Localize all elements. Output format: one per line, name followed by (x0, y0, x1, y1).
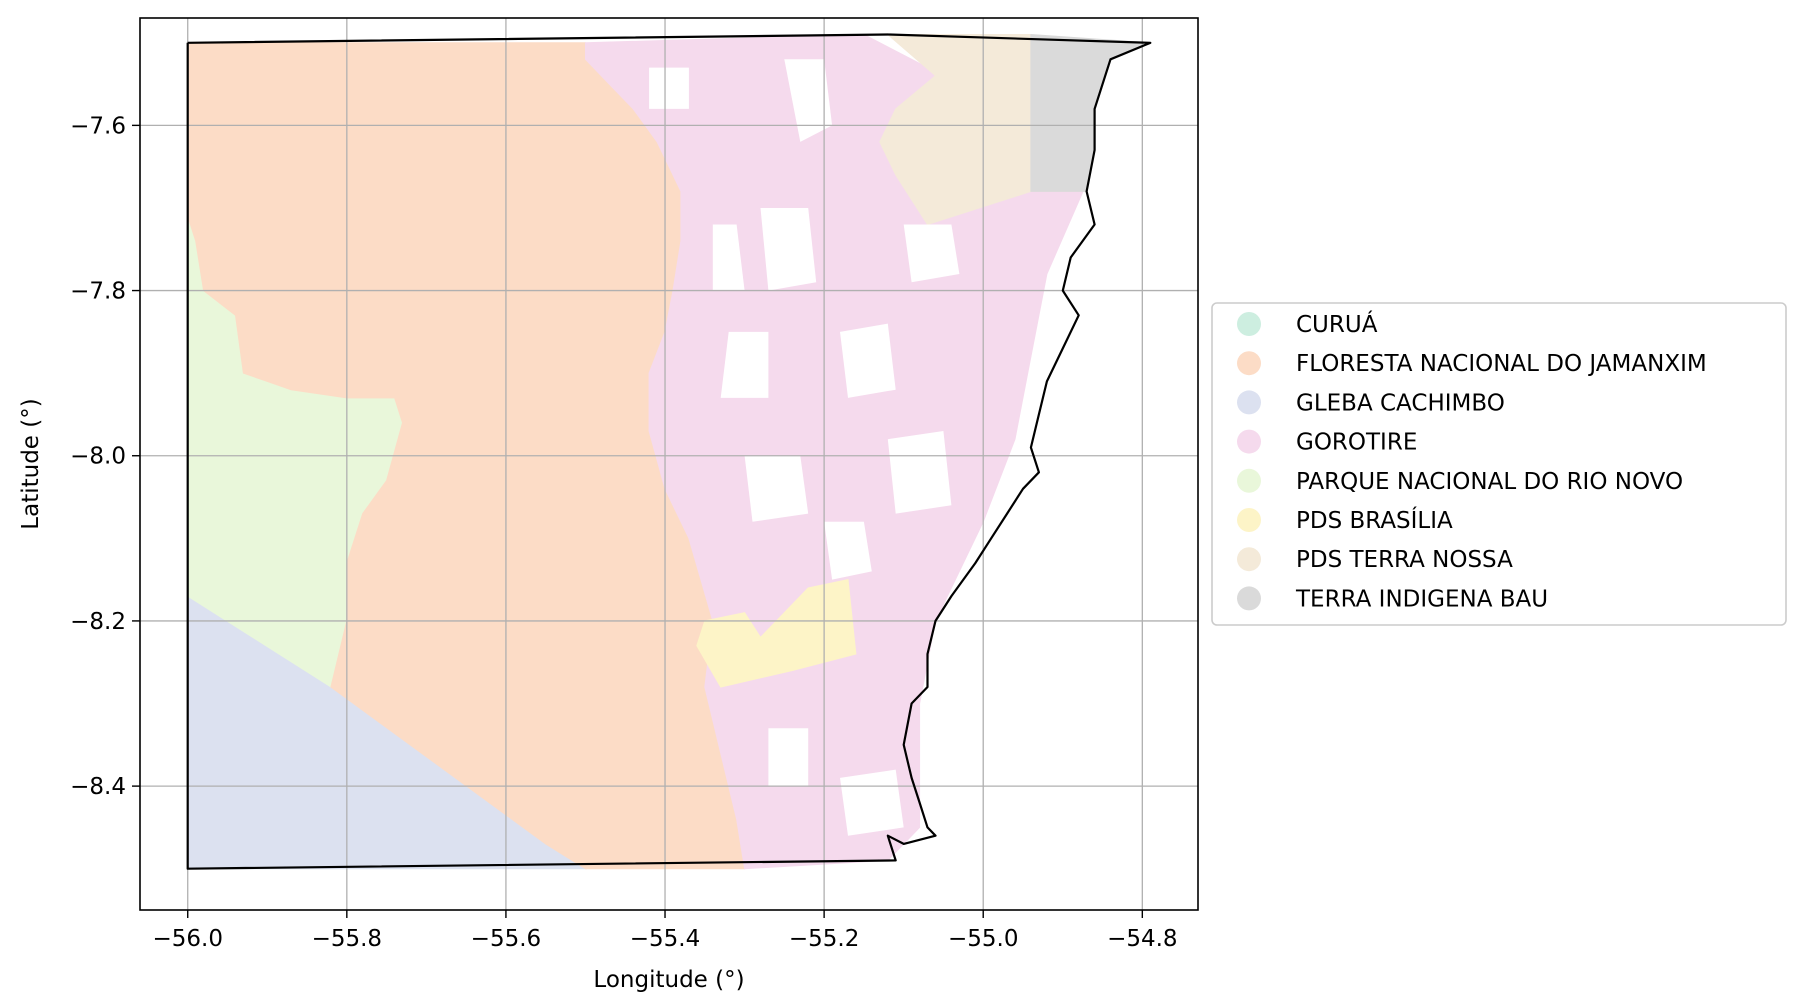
x-tick-label: −55.0 (948, 926, 1018, 952)
legend-label-curua: CURUÁ (1296, 310, 1378, 338)
legend-marker-terra-indigena-bau (1237, 586, 1261, 611)
x-tick-label: −55.8 (312, 926, 382, 952)
unclassified-patch (760, 208, 817, 291)
x-tick-label: −55.4 (630, 926, 700, 952)
legend-marker-gleba-cachimbo (1237, 390, 1261, 415)
legend-marker-gorotire (1237, 429, 1261, 454)
legend-marker-curua (1237, 312, 1261, 336)
unclassified-patch (887, 431, 952, 514)
grid-lines (140, 18, 1198, 910)
unclassified-patch (824, 521, 872, 580)
y-axis-title: Latitude (°) (18, 398, 44, 529)
y-tick-label: −8.0 (70, 444, 126, 470)
x-tick-label: −55.6 (471, 926, 541, 952)
unclassified-patch (840, 769, 904, 836)
legend-marker-pds-terra-nossa (1237, 547, 1261, 572)
legend-marker-pds-brasilia (1237, 508, 1261, 532)
unclassified-patch (649, 67, 689, 109)
y-tick-label: −7.8 (70, 279, 126, 305)
y-tick-label: −8.2 (70, 609, 126, 635)
legend-box (1211, 302, 1787, 626)
x-tick-label: −54.8 (1107, 926, 1177, 952)
legend-marker-floresta-nacional-do-jamanxim (1237, 351, 1261, 376)
y-axis-ticks: −7.6 −7.8 −8.0 −8.2 −8.4 (70, 113, 140, 800)
map-regions (187, 33, 1151, 870)
x-axis-ticks: −56.0 −55.8 −55.6 −55.4 −55.2 −55.0 −54.8 (152, 910, 1178, 952)
legend-label-terra-indigena-bau: TERRA INDIGENA BAU (1295, 586, 1548, 612)
legend-label-gorotire: GOROTIRE (1296, 430, 1417, 456)
legend-label-parque-nacional-do-rio-novo: PARQUE NACIONAL DO RIO NOVO (1296, 469, 1683, 495)
x-tick-label: −55.2 (789, 926, 859, 952)
legend-label-gleba-cachimbo: GLEBA CACHIMBO (1296, 390, 1505, 416)
legend-label-floresta-nacional-do-jamanxim: FLORESTA NACIONAL DO JAMANXIM (1296, 351, 1707, 377)
legend-label-pds-terra-nossa: PDS TERRA NOSSA (1296, 547, 1513, 573)
unclassified-patch (720, 331, 769, 398)
unclassified-patch (840, 323, 896, 398)
study-area-boundary (186, 33, 1152, 870)
unclassified-patch (744, 455, 809, 522)
region-pds-brasilia (696, 578, 857, 688)
y-tick-label: −8.4 (70, 774, 126, 800)
unclassified-patch (903, 224, 960, 283)
x-tick-label: −56.0 (152, 926, 222, 952)
legend-label-pds-brasilia: PDS BRASÍLIA (1296, 506, 1453, 534)
plot-frame (139, 17, 1199, 911)
boundary-outline (186, 33, 1152, 870)
x-axis-title: Longitude (°) (593, 967, 744, 993)
legend-marker-parque-nacional-do-rio-novo (1237, 468, 1261, 493)
unclassified-patch (784, 59, 833, 142)
y-tick-label: −7.6 (70, 113, 126, 139)
legend: CURUÁ FLORESTA NACIONAL DO JAMANXIM GLEBA … (1211, 302, 1787, 626)
unclassified-patch (712, 224, 745, 291)
unclassified-patch (768, 728, 809, 787)
